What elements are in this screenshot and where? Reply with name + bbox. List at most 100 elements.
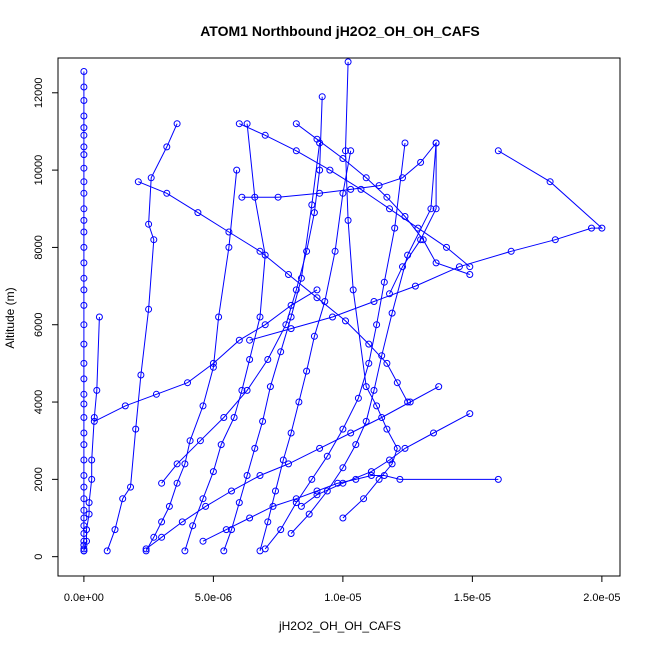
data-point bbox=[598, 224, 606, 232]
data-point bbox=[199, 495, 207, 503]
data-point bbox=[85, 499, 93, 507]
series-line bbox=[94, 289, 318, 422]
data-point bbox=[80, 456, 88, 464]
data-point bbox=[80, 286, 88, 294]
x-tick-label: 0.0e+00 bbox=[64, 592, 104, 604]
data-point bbox=[80, 340, 88, 348]
series-line bbox=[301, 413, 471, 507]
data-point bbox=[225, 243, 233, 251]
data-point bbox=[272, 487, 279, 495]
data-point bbox=[297, 502, 305, 510]
data-point bbox=[80, 545, 88, 553]
series-20 bbox=[199, 472, 502, 545]
data-point bbox=[339, 155, 347, 162]
data-point bbox=[308, 475, 316, 483]
data-point bbox=[90, 414, 98, 421]
data-point bbox=[209, 468, 217, 476]
data-point bbox=[80, 131, 88, 139]
data-point bbox=[292, 495, 300, 503]
data-point bbox=[269, 502, 277, 510]
series-5 bbox=[181, 120, 269, 555]
data-point bbox=[132, 425, 140, 433]
data-point bbox=[494, 475, 502, 483]
data-point bbox=[432, 139, 440, 147]
data-point bbox=[419, 236, 427, 244]
data-point bbox=[80, 390, 88, 398]
data-point bbox=[80, 321, 88, 329]
data-point bbox=[196, 437, 204, 445]
data-point bbox=[365, 359, 373, 367]
data-point bbox=[80, 259, 88, 267]
series-line bbox=[138, 181, 409, 403]
data-point bbox=[80, 83, 88, 91]
data-point bbox=[199, 537, 207, 545]
data-point bbox=[318, 93, 326, 101]
data-point bbox=[158, 533, 166, 541]
data-point bbox=[261, 545, 269, 553]
data-point bbox=[243, 472, 251, 479]
data-point bbox=[354, 394, 362, 402]
data-point bbox=[230, 414, 238, 421]
data-point bbox=[329, 313, 336, 321]
data-point bbox=[209, 359, 217, 367]
data-point bbox=[352, 475, 360, 483]
data-point bbox=[222, 526, 230, 534]
series-14 bbox=[246, 147, 606, 344]
data-point bbox=[217, 441, 225, 449]
data-point bbox=[331, 247, 339, 255]
data-point bbox=[80, 124, 88, 132]
data-point bbox=[80, 216, 88, 224]
data-point bbox=[362, 417, 370, 425]
data-point bbox=[256, 313, 264, 321]
data-point bbox=[186, 437, 194, 445]
data-point bbox=[367, 472, 375, 479]
data-point bbox=[103, 547, 111, 555]
data-point bbox=[202, 502, 210, 510]
data-point bbox=[93, 386, 101, 394]
data-point bbox=[256, 472, 264, 479]
data-point bbox=[313, 294, 321, 302]
data-point bbox=[344, 58, 352, 66]
data-point bbox=[238, 193, 246, 201]
data-point bbox=[80, 414, 88, 421]
data-point bbox=[88, 475, 96, 483]
data-point bbox=[349, 286, 357, 294]
data-point bbox=[163, 143, 171, 151]
data-point bbox=[274, 193, 282, 201]
data-point bbox=[313, 487, 321, 495]
series-12 bbox=[297, 410, 474, 510]
data-point bbox=[199, 402, 207, 410]
data-point bbox=[228, 487, 235, 495]
data-point bbox=[427, 205, 435, 213]
y-axis: 0 2000 4000 6000 8000 10000 12000 bbox=[33, 77, 59, 560]
data-point bbox=[256, 247, 264, 255]
data-point bbox=[287, 429, 295, 437]
data-point bbox=[303, 247, 311, 255]
data-point bbox=[173, 460, 181, 468]
data-point bbox=[85, 510, 93, 518]
data-point bbox=[551, 236, 559, 244]
data-point bbox=[246, 514, 254, 522]
data-point bbox=[246, 336, 254, 344]
data-point bbox=[386, 290, 393, 298]
data-point bbox=[399, 263, 406, 271]
data-point bbox=[411, 282, 419, 290]
data-point bbox=[305, 510, 313, 518]
data-point bbox=[184, 379, 191, 387]
data-point bbox=[375, 182, 383, 190]
data-point bbox=[326, 166, 334, 174]
x-axis-label: jH2O2_OH_OH_CAFS bbox=[278, 619, 401, 633]
series-8 bbox=[261, 139, 409, 553]
data-point bbox=[417, 158, 425, 166]
data-point bbox=[277, 348, 285, 356]
data-point bbox=[380, 278, 388, 286]
data-point bbox=[292, 120, 300, 128]
series-line bbox=[296, 123, 470, 275]
data-point bbox=[246, 356, 254, 363]
data-point bbox=[362, 174, 370, 182]
data-point bbox=[142, 545, 150, 553]
series-line bbox=[264, 142, 406, 550]
data-point bbox=[147, 174, 155, 182]
data-point bbox=[80, 547, 88, 555]
